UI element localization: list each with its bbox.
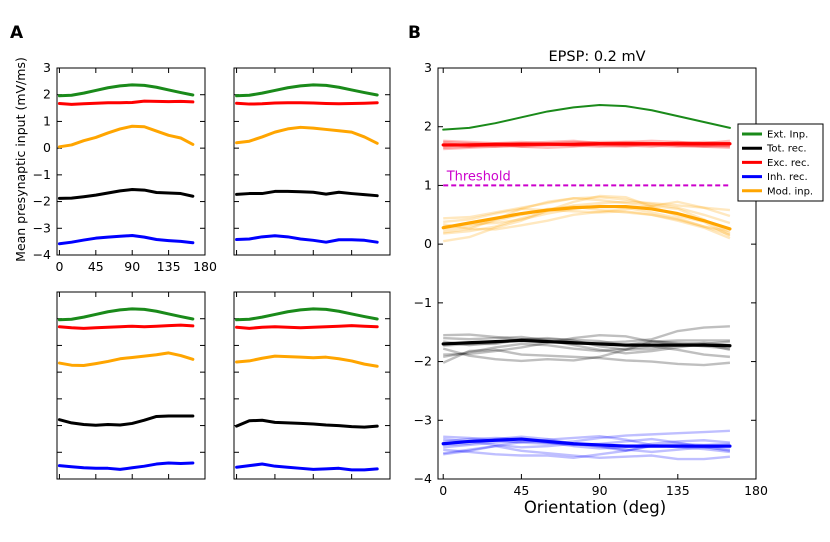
legend-label: Ext. Inp. [767, 130, 808, 141]
faint-trace-tot [442, 348, 731, 367]
faint-trace-mod [443, 200, 731, 235]
plot-frame [437, 67, 757, 480]
panel-a-label: A [10, 23, 24, 43]
y-tick-label: 3 [43, 60, 51, 75]
plot-frame [233, 67, 391, 256]
series-line-exc [57, 99, 195, 106]
series-line-ext [442, 103, 731, 131]
faint-trace-tot [442, 339, 730, 363]
faint-trace-mod [443, 195, 731, 225]
series-line-inh [235, 462, 379, 472]
y-tick-label: 1 [43, 113, 51, 128]
series-line-inh [235, 234, 379, 244]
y-tick-label: −1 [33, 167, 51, 182]
x-tick-label: 45 [513, 483, 529, 498]
x-tick-label: 180 [744, 483, 768, 498]
y-axis-title: Mean presynaptic input (mV/ms) [13, 57, 28, 262]
chart-a1: 0 45 90 135 180 −4 −3 −2 −1 0 1 2 3 Mean presynaptic … [13, 57, 217, 274]
series-line-ext [235, 83, 379, 98]
y-tick-label: −2 [414, 354, 432, 369]
legend-label: Mod. inp. [767, 186, 813, 197]
faint-trace-mod [443, 197, 731, 235]
legend-label: Exc. rec. [767, 158, 810, 169]
faint-trace-inh [443, 442, 730, 460]
y-tick-label: −4 [414, 471, 432, 486]
y-tick-label: 0 [43, 140, 51, 155]
faint-trace-mod [443, 207, 731, 233]
y-tick-label: −4 [33, 247, 51, 262]
plot-frame [56, 291, 206, 480]
y-tick-label: 0 [424, 236, 432, 251]
series-line-inh [57, 461, 195, 471]
faint-trace-mod [443, 194, 731, 243]
faint-trace-inh [443, 436, 731, 450]
faint-trace-tot [442, 342, 731, 359]
faint-trace-inh [443, 444, 731, 461]
y-tick-label: 1 [424, 177, 432, 192]
series-line-exc [235, 324, 379, 330]
series-line-mod [57, 124, 195, 149]
y-tick-label: −1 [414, 295, 432, 310]
series-line-mod [235, 125, 379, 145]
series-line-tot [57, 414, 195, 427]
x-tick-label: 135 [666, 483, 690, 498]
faint-trace-tot [443, 333, 731, 356]
series-line-exc [57, 323, 195, 330]
legend-label: Tot. rec. [766, 144, 807, 155]
y-tick-label: 3 [424, 60, 432, 75]
plot-frame [56, 67, 206, 256]
series-line-tot [235, 418, 379, 429]
x-tick-label: 180 [193, 259, 217, 274]
x-tick-label: 45 [88, 259, 104, 274]
y-tick-label: −2 [33, 194, 51, 209]
series-line-inh [57, 234, 195, 246]
panel-b-label: B [408, 23, 421, 43]
series-line-mod [441, 204, 732, 231]
series-line-ext [57, 307, 195, 322]
series-line-exc [441, 142, 732, 147]
faint-trace-mod [442, 200, 731, 231]
series-line-tot [235, 189, 379, 198]
faint-trace-tot [443, 335, 731, 355]
series-line-mod [235, 354, 379, 368]
series-line-exc [235, 101, 379, 106]
y-tick-label: 2 [424, 119, 432, 134]
chart-b: 0 45 90 135 180 −4 −3 −2 −1 0 1 2 3 Threshold EPSP: 0.… [414, 49, 824, 517]
plots-layer: 0 45 90 135 180 −4 −3 −2 −1 0 1 2 3 Mean presynaptic … [13, 49, 824, 517]
chart-title: EPSP: 0.2 mV [548, 49, 645, 65]
y-tick-label: −3 [414, 412, 432, 427]
series-line-tot [57, 188, 195, 200]
x-tick-label: 0 [55, 259, 63, 274]
series-line-ext [57, 83, 195, 98]
series-line-inh [441, 437, 732, 448]
y-tick-label: 2 [43, 87, 51, 102]
threshold-label: Threshold [446, 169, 511, 184]
x-tick-label: 135 [157, 259, 181, 274]
series-line-tot [441, 338, 732, 348]
x-axis-title: Orientation (deg) [524, 498, 666, 517]
chart-a4 [233, 291, 391, 480]
legend: Ext. Inp. Tot. rec. Exc. rec. Inh. rec. Mod.… [737, 123, 824, 202]
series-line-ext [235, 307, 379, 322]
series-line-mod [57, 351, 195, 367]
x-tick-label: 90 [124, 259, 140, 274]
legend-label: Inh. rec. [767, 172, 808, 183]
chart-a2 [233, 67, 391, 256]
plot-frame [233, 291, 391, 480]
y-tick-label: −3 [33, 220, 51, 235]
chart-a3 [56, 291, 206, 480]
x-tick-label: 0 [439, 483, 447, 498]
x-tick-label: 90 [592, 483, 608, 498]
